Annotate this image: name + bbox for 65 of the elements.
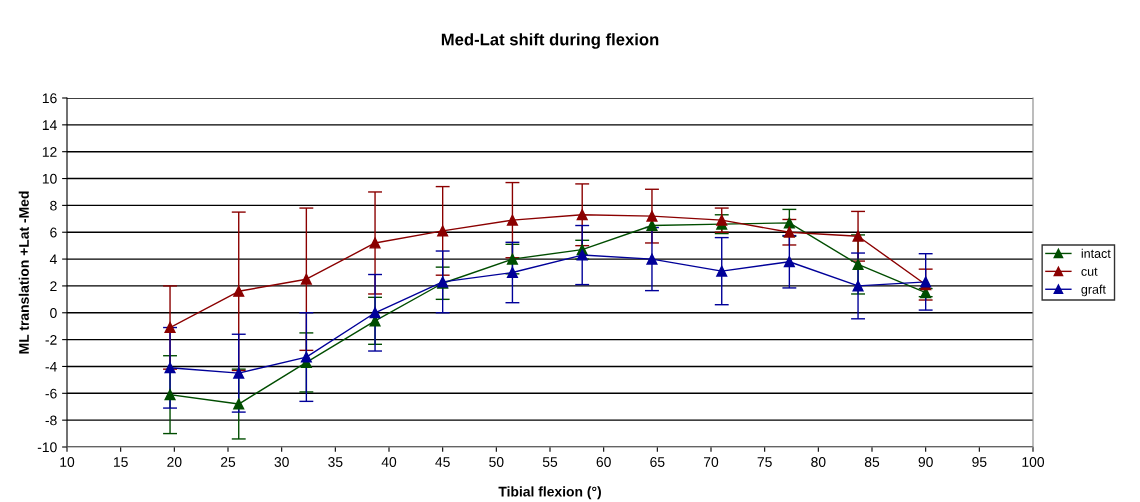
point [852, 258, 864, 271]
y-axis-title: ML translation +Lat -Med [18, 191, 29, 354]
point [783, 217, 795, 229]
x-tick-label: 15 [114, 457, 128, 467]
y-tick-label: -4 [45, 361, 57, 372]
point [783, 226, 795, 238]
point [506, 253, 518, 265]
x-tick-label: 90 [918, 457, 933, 467]
x-tick-label: 80 [811, 457, 826, 467]
x-tick-label: 65 [650, 457, 665, 467]
y-tick-label: 2 [50, 281, 57, 291]
point [506, 214, 518, 226]
x-axis-title: Tibial flexion (°) [498, 486, 601, 500]
point [369, 237, 381, 249]
point [233, 398, 245, 410]
x-tick-label: 40 [381, 457, 397, 467]
point [164, 389, 176, 401]
y-tick-label: 4 [49, 254, 57, 265]
point [716, 214, 728, 226]
point [852, 280, 864, 292]
point [783, 256, 795, 268]
chart-title: Med-Lat shift during flexion [441, 33, 659, 49]
x-tick-label: 55 [542, 457, 558, 467]
point [300, 273, 312, 285]
x-tick-label: 70 [703, 457, 719, 467]
point [576, 209, 588, 221]
x-tick-label: 25 [220, 457, 236, 467]
x-tick-label: 75 [757, 457, 772, 467]
point [164, 362, 176, 374]
y-tick-label: 14 [42, 120, 57, 130]
x-tick-label: 10 [60, 457, 75, 467]
point [300, 351, 312, 363]
y-tick-label: 10 [42, 173, 57, 184]
legend-label: intact [1081, 248, 1111, 258]
x-tick-label: 50 [489, 457, 504, 467]
legend-label: graft [1081, 284, 1106, 297]
point [233, 367, 245, 379]
x-tick-label: 85 [864, 457, 880, 467]
y-tick-label: 12 [42, 147, 57, 157]
x-tick-label: 60 [596, 457, 611, 467]
point [852, 230, 864, 242]
point [164, 321, 176, 334]
y-tick-label: 6 [50, 227, 57, 238]
y-tick-label: -10 [37, 442, 57, 453]
x-tick-label: 45 [435, 457, 450, 467]
point [716, 265, 728, 277]
y-tick-label: -2 [45, 334, 57, 345]
point [369, 307, 381, 319]
y-tick-label: 16 [42, 93, 57, 104]
x-tick-label: 35 [328, 457, 343, 467]
y-tick-label: 0 [50, 308, 57, 318]
y-tick-label: -8 [45, 415, 57, 426]
point [506, 266, 518, 279]
point [646, 210, 658, 222]
point [233, 285, 245, 297]
x-tick-label: 95 [972, 457, 987, 467]
point [576, 249, 588, 261]
x-tick-label: 30 [274, 457, 289, 467]
x-tick-label: 100 [1022, 457, 1045, 467]
x-tick-label: 20 [167, 457, 182, 467]
y-tick-label: 8 [50, 200, 57, 211]
y-tick-label: -6 [45, 388, 57, 399]
point [646, 253, 658, 265]
point [437, 225, 449, 237]
legend-label: cut [1081, 267, 1098, 276]
